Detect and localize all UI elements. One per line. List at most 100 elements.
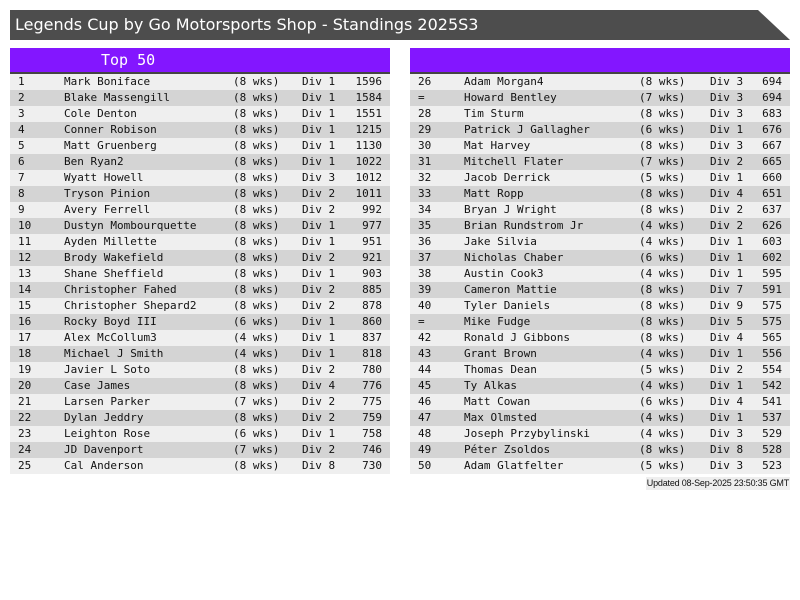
cell-div: Div 1 bbox=[302, 155, 336, 168]
cell-rank: 35 bbox=[418, 219, 432, 232]
cell-name: Bryan J Wright bbox=[464, 203, 557, 216]
cell-name: Mitchell Flater bbox=[464, 155, 564, 168]
table-row: 26 Adam Morgan4 (8 wks) Div 3 694 bbox=[410, 74, 790, 90]
cell-name: Wyatt Howell bbox=[64, 171, 144, 184]
table-row: 11 Ayden Millette (8 wks) Div 1 951 bbox=[10, 234, 390, 250]
table-row: 32 Jacob Derrick (5 wks) Div 1 660 bbox=[410, 170, 790, 186]
cell-name: Dylan Jeddry bbox=[64, 411, 144, 424]
cell-div: Div 4 bbox=[710, 395, 744, 408]
cell-div: Div 8 bbox=[302, 459, 336, 472]
cell-div: Div 2 bbox=[302, 187, 336, 200]
cell-rank: 20 bbox=[18, 379, 32, 392]
cell-pts: 776 bbox=[362, 379, 382, 392]
cell-rank: 10 bbox=[18, 219, 32, 232]
cell-div: Div 2 bbox=[302, 411, 336, 424]
cell-rank: 15 bbox=[18, 299, 32, 312]
cell-name: Cameron Mattie bbox=[464, 283, 557, 296]
cell-name: Tryson Pinion bbox=[64, 187, 151, 200]
cell-name: Péter Zsoldos bbox=[464, 443, 551, 456]
cell-wks: (8 wks) bbox=[639, 187, 686, 200]
table-row: 1 Mark Boniface (8 wks) Div 1 1596 bbox=[10, 74, 390, 90]
table-row: 7 Wyatt Howell (8 wks) Div 3 1012 bbox=[10, 170, 390, 186]
cell-name: Leighton Rose bbox=[64, 427, 151, 440]
cell-name: Rocky Boyd III bbox=[64, 315, 157, 328]
cell-rank: 23 bbox=[18, 427, 32, 440]
cell-rank: 45 bbox=[418, 379, 432, 392]
table-row: 21 Larsen Parker (7 wks) Div 2 775 bbox=[10, 394, 390, 410]
cell-rank: 5 bbox=[18, 139, 25, 152]
cell-name: Avery Ferrell bbox=[64, 203, 151, 216]
cell-div: Div 2 bbox=[710, 155, 744, 168]
cell-name: Christopher Shepard2 bbox=[64, 299, 197, 312]
table-row: = Howard Bentley (7 wks) Div 3 694 bbox=[410, 90, 790, 106]
table-row: 13 Shane Sheffield (8 wks) Div 1 903 bbox=[10, 266, 390, 282]
cell-pts: 575 bbox=[762, 299, 782, 312]
cell-div: Div 9 bbox=[710, 299, 744, 312]
cell-div: Div 3 bbox=[302, 171, 336, 184]
cell-div: Div 3 bbox=[710, 75, 744, 88]
cell-rank: 37 bbox=[418, 251, 432, 264]
cell-name: Adam Morgan4 bbox=[464, 75, 544, 88]
cell-name: Cal Anderson bbox=[64, 459, 144, 472]
cell-wks: (8 wks) bbox=[233, 123, 280, 136]
cell-name: Ayden Millette bbox=[64, 235, 157, 248]
cell-rank: 1 bbox=[18, 75, 25, 88]
cell-name: Ty Alkas bbox=[464, 379, 517, 392]
cell-div: Div 3 bbox=[710, 107, 744, 120]
cell-div: Div 3 bbox=[710, 459, 744, 472]
cell-pts: 537 bbox=[762, 411, 782, 424]
standings-table-left: Top 50 1 Mark Boniface (8 wks) Div 1 1596 2 Bl… bbox=[10, 48, 390, 474]
cell-name: Alex McCollum3 bbox=[64, 331, 157, 344]
table-row: 40 Tyler Daniels (8 wks) Div 9 575 bbox=[410, 298, 790, 314]
table-row: 9 Avery Ferrell (8 wks) Div 2 992 bbox=[10, 202, 390, 218]
cell-rank: 18 bbox=[18, 347, 32, 360]
cell-rank: 32 bbox=[418, 171, 432, 184]
cell-div: Div 1 bbox=[710, 251, 744, 264]
cell-wks: (8 wks) bbox=[639, 315, 686, 328]
cell-pts: 660 bbox=[762, 171, 782, 184]
cell-rank: 2 bbox=[18, 91, 25, 104]
table-row: 45 Ty Alkas (4 wks) Div 1 542 bbox=[410, 378, 790, 394]
cell-name: Austin Cook3 bbox=[464, 267, 544, 280]
cell-rank: 46 bbox=[418, 395, 432, 408]
cell-wks: (4 wks) bbox=[639, 347, 686, 360]
cell-pts: 1215 bbox=[355, 123, 383, 136]
cell-wks: (4 wks) bbox=[639, 411, 686, 424]
cell-pts: 603 bbox=[762, 235, 782, 248]
cell-wks: (6 wks) bbox=[233, 315, 280, 328]
cell-wks: (5 wks) bbox=[639, 459, 686, 472]
table-row: 33 Matt Ropp (8 wks) Div 4 651 bbox=[410, 186, 790, 202]
cell-wks: (8 wks) bbox=[233, 411, 280, 424]
cell-rank: 38 bbox=[418, 267, 432, 280]
cell-pts: 565 bbox=[762, 331, 782, 344]
table-row: 29 Patrick J Gallagher (6 wks) Div 1 676 bbox=[410, 122, 790, 138]
cell-name: Brian Rundstrom Jr bbox=[464, 219, 584, 232]
cell-wks: (4 wks) bbox=[639, 427, 686, 440]
cell-name: Thomas Dean bbox=[464, 363, 537, 376]
cell-rank: 29 bbox=[418, 123, 432, 136]
cell-name: Michael J Smith bbox=[64, 347, 164, 360]
cell-div: Div 2 bbox=[302, 299, 336, 312]
table-row: 47 Max Olmsted (4 wks) Div 1 537 bbox=[410, 410, 790, 426]
cell-name: Max Olmsted bbox=[464, 411, 537, 424]
cell-wks: (8 wks) bbox=[639, 299, 686, 312]
cell-div: Div 1 bbox=[302, 91, 336, 104]
cell-rank: 28 bbox=[418, 107, 432, 120]
cell-wks: (8 wks) bbox=[639, 75, 686, 88]
cell-div: Div 1 bbox=[710, 379, 744, 392]
cell-rank: 4 bbox=[18, 123, 25, 136]
cell-pts: 903 bbox=[362, 267, 382, 280]
cell-name: Tyler Daniels bbox=[464, 299, 551, 312]
cell-rank: 12 bbox=[18, 251, 32, 264]
cell-name: Dustyn Mombourquette bbox=[64, 219, 197, 232]
table-row: 23 Leighton Rose (6 wks) Div 1 758 bbox=[10, 426, 390, 442]
cell-rank: 33 bbox=[418, 187, 432, 200]
cell-div: Div 1 bbox=[302, 331, 336, 344]
table-row: = Mike Fudge (8 wks) Div 5 575 bbox=[410, 314, 790, 330]
table-row: 35 Brian Rundstrom Jr (4 wks) Div 2 626 bbox=[410, 218, 790, 234]
cell-name: Matt Gruenberg bbox=[64, 139, 157, 152]
cell-name: Matt Cowan bbox=[464, 395, 531, 408]
cell-pts: 523 bbox=[762, 459, 782, 472]
table-row: 31 Mitchell Flater (7 wks) Div 2 665 bbox=[410, 154, 790, 170]
cell-wks: (8 wks) bbox=[233, 203, 280, 216]
